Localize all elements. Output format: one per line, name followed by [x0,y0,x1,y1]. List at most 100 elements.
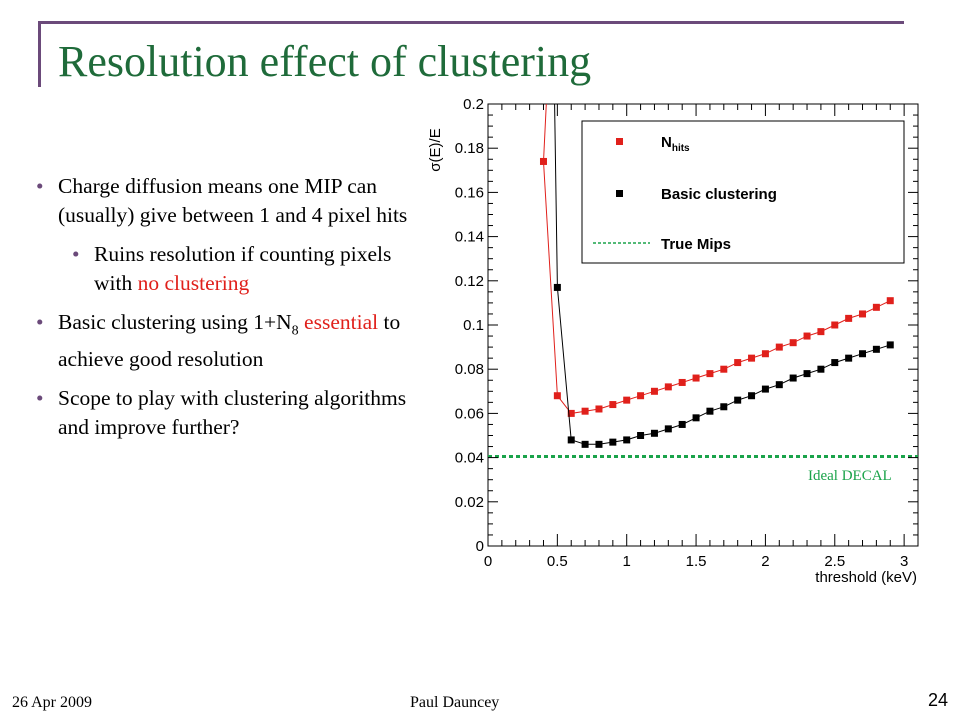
bullet-item: • Charge diffusion means one MIP can (us… [36,172,416,230]
bullet-highlight: no clustering [137,271,250,295]
bullet-text: Basic clustering using 1+N [58,310,292,334]
data-point [567,436,575,444]
data-point [553,283,561,291]
data-point [581,440,589,448]
bullet-subscript: 8 [291,323,299,339]
y-tick-label: 0 [476,538,484,555]
bullet-item: • Basic clustering using 1+N8 essential … [36,308,416,374]
page-number: 24 [928,690,949,710]
legend-label-true-mips: True Mips [661,236,731,253]
bullet-list: • Charge diffusion means one MIP can (us… [36,172,416,452]
data-point [609,438,617,446]
data-point [775,381,783,389]
y-axis-label: σ(E)/E [427,128,444,171]
bullet-item: • Scope to play with clustering algorith… [36,384,416,442]
data-point [803,370,811,378]
legend-label-nhits: Nhits [661,134,690,154]
bullet-highlight: essential [304,310,379,334]
data-point [650,387,658,395]
bullet-text: Scope to play with clustering algorithms… [58,386,407,440]
y-tick-label: 0.18 [455,140,484,157]
y-tick-label: 0.1 [463,317,484,334]
legend-box [581,120,905,264]
title-frame-top [38,21,904,24]
bullet-dot: • [36,310,44,334]
bullet-text: Charge diffusion means one MIP can (usua… [58,174,408,227]
x-tick-label: 2.5 [824,553,845,570]
ideal-decal-annotation: Ideal DECAL [808,468,892,484]
data-point [817,328,825,336]
bullet-dot: • [72,242,80,266]
bullet-item-sub: • Ruins resolution if counting pixels wi… [72,240,416,298]
data-point [720,365,728,373]
data-point [706,407,714,415]
data-point [803,332,811,340]
data-point [581,407,589,415]
data-point [859,310,867,318]
legend-marker-nhits [616,138,623,145]
x-tick-label: 1 [623,553,631,570]
y-tick-label: 0.02 [455,494,484,511]
footer-date: 26 Apr 2009 [12,694,92,711]
legend-label-basic-clustering: Basic clustering [661,186,777,203]
data-point [623,436,631,444]
data-point [789,374,797,382]
slide-title: Resolution effect of clustering [58,37,592,86]
x-tick-label: 2 [761,553,769,570]
data-point [678,420,686,428]
data-point [734,359,742,367]
data-point [845,354,853,362]
data-point [831,359,839,367]
legend-marker-basic-clustering [616,190,623,197]
data-point [761,350,769,358]
y-tick-label: 0.2 [463,96,484,113]
y-tick-label: 0.06 [455,405,484,422]
resolution-chart: σ(E)/E threshold (keV) Nhits Basic clust… [427,96,919,586]
data-point [637,432,645,439]
data-point [775,343,783,351]
data-point [720,403,728,411]
data-point [595,405,603,413]
bullet-text: to achieve good resolution [58,310,401,372]
bullet-dot: • [36,174,44,198]
x-tick-label: 3 [900,553,908,570]
data-point [595,440,603,448]
data-point [872,303,880,311]
data-point [539,157,547,165]
data-point [886,297,894,305]
data-point [831,321,839,329]
y-tick-label: 0.08 [455,361,484,378]
data-point [859,350,867,358]
y-tick-label: 0.16 [455,184,484,201]
data-point [734,396,742,404]
data-point [623,396,631,404]
data-point [872,345,880,353]
data-point [664,425,672,433]
y-tick-label: 0.12 [455,273,484,290]
x-tick-label: 1.5 [686,553,707,570]
data-point [706,370,714,378]
title-frame-left [38,21,41,87]
data-point [650,429,658,437]
data-point [817,365,825,373]
data-point [886,341,894,349]
data-point [664,383,672,391]
footer-author: Paul Dauncey [410,694,500,711]
data-point [637,392,645,400]
data-point [567,409,575,417]
data-point [553,392,561,400]
data-point [845,314,853,322]
y-tick-label: 0.04 [455,450,484,467]
data-point [748,354,756,362]
bullet-text: Ruins resolution if counting pixels with [94,242,392,295]
x-tick-label: 0.5 [547,553,568,570]
data-point [678,378,686,386]
data-point [609,401,617,409]
x-axis-label: threshold (keV) [815,569,917,586]
data-point [692,374,700,382]
data-point [748,392,756,400]
bullet-dot: • [36,386,44,411]
data-point [789,339,797,347]
data-point [692,414,700,422]
data-point [761,385,769,393]
